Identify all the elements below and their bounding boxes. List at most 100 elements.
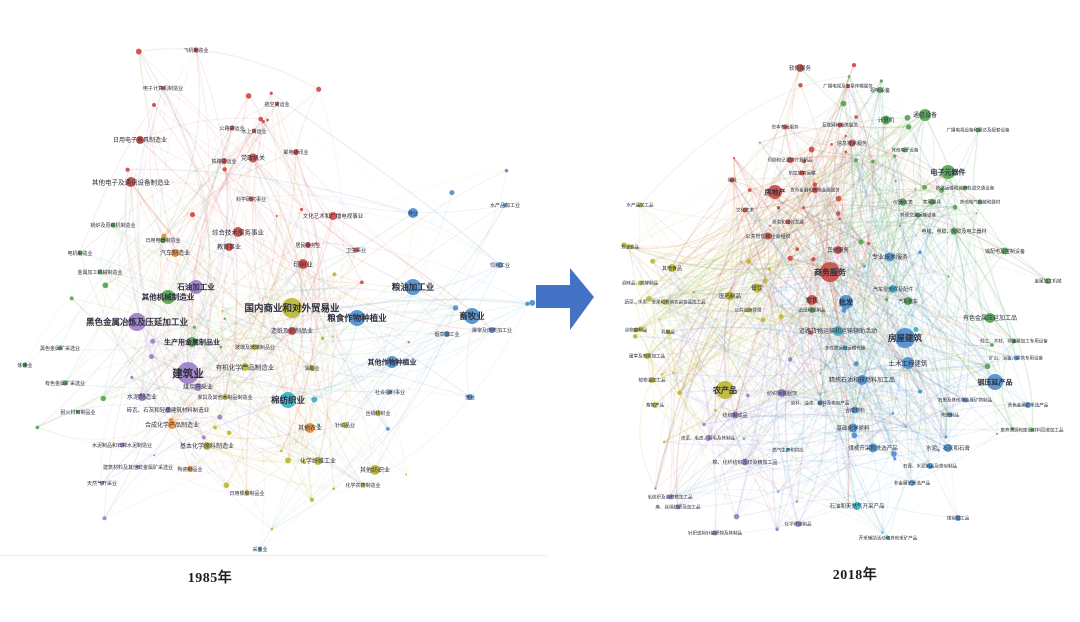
industry-node[interactable] (665, 329, 671, 335)
industry-node[interactable] (375, 410, 381, 416)
industry-node[interactable] (370, 465, 380, 475)
industry-node[interactable] (165, 407, 171, 413)
industry-node[interactable] (745, 307, 751, 313)
industry-node[interactable] (314, 457, 322, 465)
industry-node[interactable] (405, 279, 421, 295)
industry-node[interactable] (895, 328, 915, 348)
industry-node[interactable] (649, 377, 655, 383)
industry-node[interactable] (712, 530, 718, 536)
industry-node[interactable] (252, 344, 258, 350)
industry-node[interactable] (280, 392, 296, 408)
industry-node[interactable] (633, 327, 639, 333)
industry-node[interactable] (817, 400, 823, 406)
industry-node[interactable] (764, 232, 772, 240)
industry-node[interactable] (408, 208, 418, 218)
industry-node[interactable] (729, 177, 735, 183)
industry-node[interactable] (987, 374, 1003, 390)
industry-node[interactable] (342, 422, 348, 428)
industry-node[interactable] (248, 153, 258, 163)
industry-node[interactable] (503, 203, 507, 207)
industry-node[interactable] (171, 249, 179, 257)
industry-node[interactable] (902, 147, 908, 153)
industry-node[interactable] (705, 435, 711, 441)
industry-node[interactable] (909, 480, 915, 486)
industry-node[interactable] (848, 139, 856, 147)
industry-node[interactable] (785, 219, 791, 225)
industry-node[interactable] (1001, 247, 1009, 255)
industry-node[interactable] (962, 185, 968, 191)
industry-node[interactable] (160, 237, 166, 243)
industry-node[interactable] (221, 158, 227, 164)
industry-node[interactable] (177, 362, 199, 384)
industry-node[interactable] (846, 84, 850, 88)
industry-node[interactable] (833, 326, 843, 336)
industry-node[interactable] (309, 365, 315, 371)
industry-node[interactable] (889, 285, 897, 293)
industry-node[interactable] (288, 327, 296, 335)
industry-node[interactable] (839, 295, 853, 309)
industry-node[interactable] (796, 64, 804, 72)
industry-node[interactable] (187, 337, 197, 347)
industry-node[interactable] (388, 390, 392, 394)
industry-node[interactable] (668, 264, 676, 272)
industry-node[interactable] (885, 252, 895, 262)
industry-node[interactable] (194, 383, 202, 391)
industry-node[interactable] (282, 298, 302, 318)
industry-node[interactable] (812, 187, 818, 193)
industry-node[interactable] (752, 283, 762, 293)
industry-node[interactable] (222, 394, 228, 400)
industry-node[interactable] (444, 331, 450, 337)
industry-node[interactable] (386, 356, 398, 368)
industry-node[interactable] (787, 157, 793, 163)
industry-node[interactable] (731, 411, 739, 419)
industry-node[interactable] (742, 207, 748, 213)
industry-node[interactable] (834, 246, 842, 254)
industry-node[interactable] (637, 280, 643, 286)
industry-node[interactable] (22, 362, 28, 368)
industry-node[interactable] (305, 423, 315, 433)
industry-node[interactable] (975, 127, 981, 133)
industry-node[interactable] (768, 185, 782, 199)
industry-node[interactable] (136, 136, 144, 144)
industry-node[interactable] (837, 122, 843, 128)
industry-node[interactable] (1013, 355, 1019, 361)
industry-node[interactable] (899, 198, 907, 206)
industry-node[interactable] (886, 536, 890, 540)
industry-node[interactable] (489, 327, 495, 333)
industry-node[interactable] (929, 199, 935, 205)
industry-node[interactable] (248, 196, 254, 202)
industry-node[interactable] (644, 353, 650, 359)
industry-node[interactable] (947, 412, 953, 418)
industry-node[interactable] (244, 490, 250, 496)
industry-node[interactable] (229, 125, 235, 131)
industry-node[interactable] (187, 466, 193, 472)
industry-node[interactable] (857, 375, 867, 385)
industry-node[interactable] (962, 397, 968, 403)
industry-node[interactable] (848, 423, 858, 433)
industry-node[interactable] (241, 363, 249, 371)
industry-node[interactable] (1030, 428, 1034, 432)
industry-node[interactable] (161, 86, 165, 90)
industry-node[interactable] (305, 242, 311, 248)
industry-node[interactable] (100, 481, 104, 485)
industry-node[interactable] (950, 227, 958, 235)
industry-node[interactable] (662, 299, 668, 305)
industry-node[interactable] (62, 380, 68, 386)
industry-node[interactable] (667, 494, 673, 500)
industry-node[interactable] (329, 212, 337, 220)
industry-node[interactable] (799, 170, 805, 176)
industry-node[interactable] (985, 313, 995, 323)
industry-node[interactable] (919, 109, 931, 121)
industry-node[interactable] (233, 227, 243, 237)
industry-node[interactable] (58, 346, 62, 350)
industry-node[interactable] (1045, 278, 1051, 284)
industry-node[interactable] (637, 202, 643, 208)
industry-node[interactable] (225, 243, 233, 251)
industry-node[interactable] (820, 262, 840, 282)
industry-node[interactable] (193, 47, 199, 53)
industry-node[interactable] (97, 269, 103, 275)
industry-node[interactable] (119, 442, 125, 448)
industry-node[interactable] (76, 410, 80, 414)
industry-node[interactable] (189, 280, 203, 294)
industry-node[interactable] (853, 502, 861, 510)
